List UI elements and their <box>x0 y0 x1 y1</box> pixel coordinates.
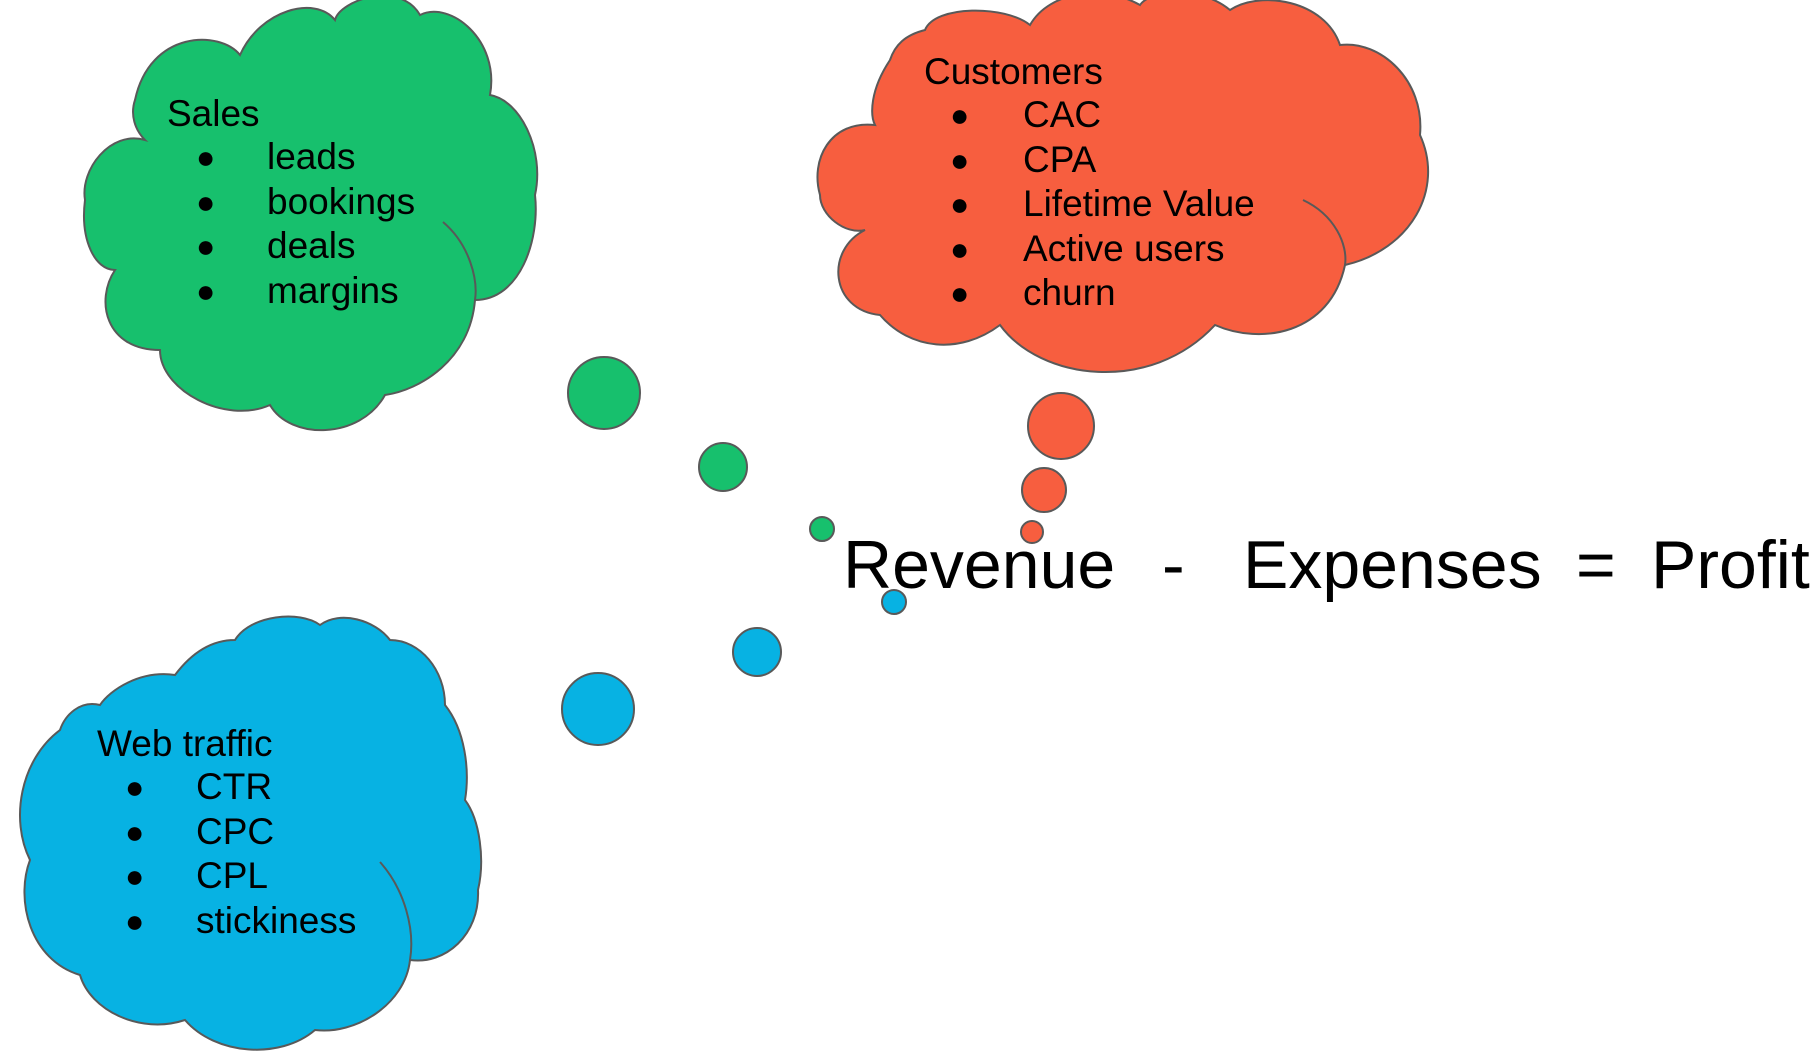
customers-list: ● CAC ● CPA ● Lifetime Value ● Active us… <box>950 93 1255 316</box>
list-item-label: Active users <box>1023 227 1225 269</box>
list-item: ● CTR <box>125 765 272 810</box>
list-item: ● leads <box>196 135 355 180</box>
bullet-icon: ● <box>950 275 970 311</box>
web-traffic-cloud-shape <box>19 615 483 1051</box>
sales-bubble-small <box>809 516 835 542</box>
bullet-icon: ● <box>196 272 216 309</box>
list-item: ● CPA <box>950 138 1103 183</box>
sales-list: ● leads ● bookings ● deals ● margins <box>196 135 415 314</box>
sales-cloud <box>83 0 539 432</box>
list-item-label: CPA <box>1023 138 1097 180</box>
bullet-icon: ● <box>950 141 970 178</box>
bullet-icon: ● <box>125 813 145 850</box>
list-item-label: bookings <box>267 180 416 222</box>
bullet-icon: ● <box>196 139 216 175</box>
customers-bubble-large <box>1027 392 1095 460</box>
sales-cloud-text: Sales ● leads ● bookings ● deals ● margi… <box>167 93 415 314</box>
web-traffic-bubble-medium <box>732 627 782 677</box>
list-item: ● Lifetime Value <box>950 182 1255 227</box>
bullet-icon: ● <box>950 186 970 222</box>
web-traffic-list: ● CTR ● CPC ● CPL ● stickiness <box>125 765 356 944</box>
customers-bubble-small <box>1020 520 1044 544</box>
bullet-icon: ● <box>950 97 970 133</box>
web-traffic-bubble-large <box>561 672 635 746</box>
list-item-label: churn <box>1023 272 1116 313</box>
bullet-icon: ● <box>196 183 216 220</box>
sales-cloud-fold <box>442 221 477 301</box>
web-traffic-cloud <box>19 615 483 1051</box>
equation-minus: - <box>1162 527 1185 603</box>
bullet-icon: ● <box>196 228 216 264</box>
web-traffic-cloud-text: Web traffic ● CTR ● CPC ● CPL ● stickine… <box>97 723 356 944</box>
bullet-icon: ● <box>125 769 145 805</box>
list-item-label: CPC <box>196 810 275 852</box>
equation-profit: Profit <box>1651 527 1810 603</box>
list-item: ● deals <box>196 224 355 269</box>
list-item-label: CAC <box>1023 94 1102 135</box>
list-item-label: margins <box>267 269 399 311</box>
customers-title: Customers <box>924 51 1103 92</box>
web-traffic-cloud-fold <box>379 861 413 961</box>
list-item-label: leads <box>267 136 356 177</box>
list-item-label: CPL <box>196 855 268 896</box>
list-item: ● Active users <box>950 227 1225 272</box>
equation-revenue: Revenue <box>843 527 1116 603</box>
bullet-icon: ● <box>125 858 145 894</box>
list-item: ● bookings <box>196 180 415 225</box>
equation-equals: = <box>1576 527 1616 603</box>
bullet-icon: ● <box>950 230 970 267</box>
sales-bubble-medium <box>698 442 748 492</box>
customers-cloud-fold <box>1302 199 1347 266</box>
list-item: ● CPC <box>125 810 275 855</box>
list-item: ● CAC <box>950 93 1103 138</box>
customers-cloud-text: Customers ● CAC ● CPA ● Lifetime Value ●… <box>924 51 1255 316</box>
web-traffic-title: Web traffic <box>97 723 273 764</box>
list-item-label: stickiness <box>196 899 357 941</box>
sales-bubble-large <box>567 356 641 430</box>
customers-cloud-shape <box>816 0 1430 374</box>
bullet-icon: ● <box>125 902 145 939</box>
web-traffic-bubble-small <box>881 589 907 615</box>
sales-cloud-shape <box>83 0 539 432</box>
list-item-label: Lifetime Value <box>1023 183 1255 224</box>
list-item: ● churn <box>950 271 1116 316</box>
list-item: ● CPL <box>125 854 272 899</box>
customers-bubble-medium <box>1021 467 1067 513</box>
list-item: ● margins <box>196 269 399 314</box>
list-item-label: deals <box>267 225 356 266</box>
customers-cloud <box>816 0 1430 374</box>
list-item: ● stickiness <box>125 899 356 944</box>
equation-expenses: Expenses <box>1243 527 1542 603</box>
list-item-label: CTR <box>196 766 273 807</box>
sales-title: Sales <box>167 93 260 134</box>
